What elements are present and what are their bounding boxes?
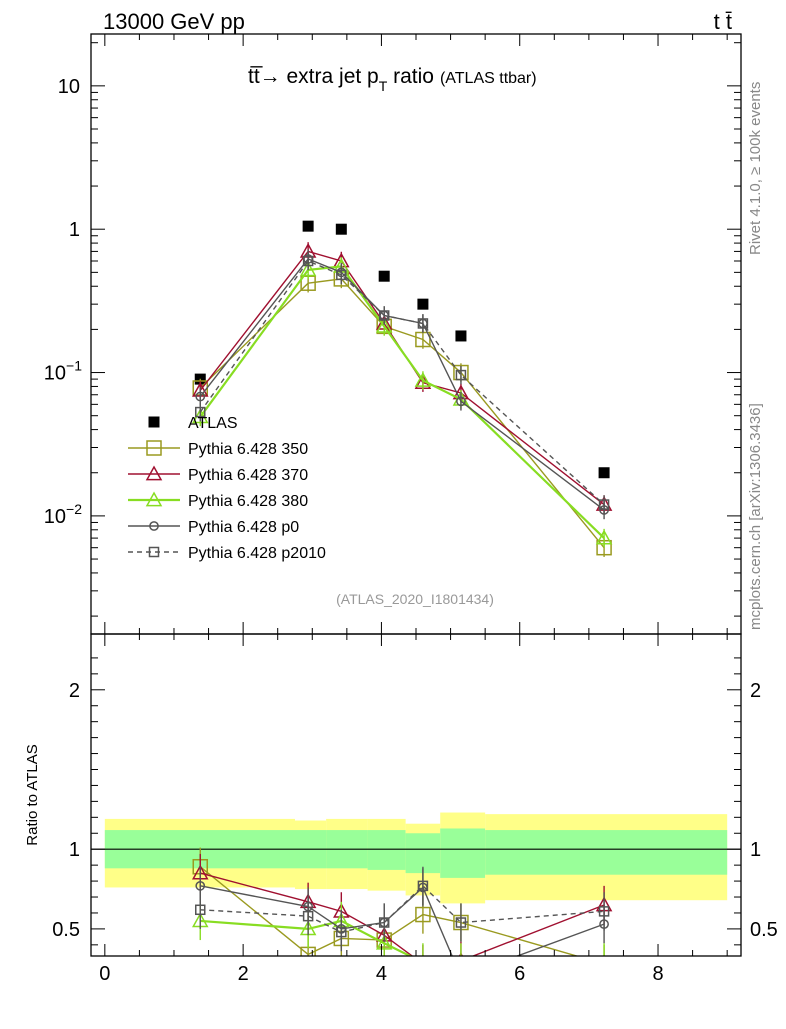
x-tick-label: 2 bbox=[238, 963, 249, 985]
ratio-point-p2010 bbox=[195, 904, 206, 916]
point-p2010 bbox=[417, 318, 429, 329]
ratio-y-tick-label: 1 bbox=[69, 839, 80, 861]
point-atlas bbox=[302, 220, 314, 232]
point-p2010 bbox=[336, 269, 347, 281]
legend-label-p2010: Pythia 6.428 p2010 bbox=[188, 545, 326, 562]
legend-marker-atlas bbox=[148, 416, 160, 428]
ratio-band-inner bbox=[367, 830, 406, 870]
ratio-point-p2010 bbox=[417, 880, 429, 892]
header-right: t t̄ bbox=[714, 9, 732, 34]
side-label-rivet: Rivet 4.1.0, ≥ 100k events bbox=[747, 82, 764, 255]
legend-marker-p350 bbox=[146, 440, 162, 456]
svg-text:tt̅→ extra jet pT ratio(ATLAS: tt̅→ extra jet pT ratio (ATLAS ttbar) bbox=[248, 65, 537, 94]
title-after: ratio bbox=[387, 65, 434, 88]
ratio-point-p380 bbox=[459, 953, 463, 956]
legend-label-p380: Pythia 6.428 380 bbox=[188, 493, 308, 510]
legend-marker-p2010 bbox=[148, 546, 160, 558]
ratio-y-tick-label-right: 0.5 bbox=[750, 919, 778, 941]
ratio-point-p380 bbox=[421, 953, 425, 956]
header-left: 13000 GeV pp bbox=[103, 9, 245, 34]
ratio-point-p0 bbox=[195, 880, 206, 891]
legend-marker-p380 bbox=[145, 491, 163, 507]
title-main: tt̅→ extra jet p bbox=[248, 65, 379, 88]
legend-label-p0: Pythia 6.428 p0 bbox=[188, 519, 299, 536]
y-tick-label: 10 bbox=[58, 76, 80, 98]
ratio-y-tick-label: 0.5 bbox=[52, 919, 80, 941]
point-p380 bbox=[595, 529, 613, 545]
ratio-y-tick-label-right: 1 bbox=[750, 839, 761, 861]
plot-title: tt̅→ extra jet pT ratio (ATLAS ttbar) bbox=[248, 65, 537, 94]
legend-label-atlas: ATLAS bbox=[188, 415, 238, 432]
point-p0 bbox=[456, 396, 466, 407]
side-label-mcplots: mcplots.cern.ch [arXiv:1306.3436] bbox=[747, 403, 764, 630]
analysis-tag: (ATLAS_2020_I1801434) bbox=[336, 591, 494, 607]
ratio-band-inner bbox=[440, 828, 486, 878]
point-p2010 bbox=[378, 310, 390, 321]
ratio-point-p350 bbox=[597, 957, 611, 971]
legend-marker-p0 bbox=[149, 521, 159, 531]
point-p380 bbox=[299, 261, 317, 277]
ratio-point-p2010 bbox=[378, 917, 390, 928]
point-p2010 bbox=[195, 406, 206, 418]
legend-marker-p370 bbox=[145, 465, 163, 481]
point-atlas bbox=[378, 270, 390, 282]
ratio-point-p380 bbox=[602, 953, 606, 956]
ratio-point-p2010 bbox=[598, 906, 610, 917]
y-tick-label: 10−2 bbox=[44, 501, 82, 528]
ratio-point-p380 bbox=[375, 934, 393, 950]
ratio-point-p2010 bbox=[336, 926, 347, 938]
ratio-y-tick-label: 2 bbox=[69, 680, 80, 702]
point-atlas bbox=[417, 298, 429, 310]
point-p380 bbox=[375, 317, 393, 333]
x-tick-label: 4 bbox=[376, 963, 387, 985]
ratio-point-p2010 bbox=[302, 910, 314, 922]
x-tick-label: 0 bbox=[99, 963, 110, 985]
ratio-point-p370 bbox=[422, 955, 424, 956]
ratio-point-p0 bbox=[457, 973, 465, 981]
legend-label-p350: Pythia 6.428 350 bbox=[188, 441, 308, 458]
ratio-band-inner bbox=[405, 833, 441, 874]
point-p2010 bbox=[455, 369, 467, 381]
point-atlas bbox=[598, 467, 610, 479]
point-atlas bbox=[335, 223, 347, 235]
ratio-y-axis-label: Ratio to ATLAS bbox=[24, 744, 41, 845]
ratio-y-tick-label-right: 2 bbox=[750, 680, 761, 702]
ratio-point-p2010 bbox=[455, 917, 467, 928]
x-tick-label: 8 bbox=[652, 963, 663, 985]
main-series-group bbox=[191, 220, 613, 557]
legend-label-p370: Pythia 6.428 370 bbox=[188, 467, 308, 484]
ratio-series-group bbox=[191, 847, 613, 981]
y-tick-label: 1 bbox=[69, 219, 80, 241]
x-tick-label: 6 bbox=[514, 963, 525, 985]
y-tick-label: 10−1 bbox=[44, 358, 82, 385]
title-subscript: T bbox=[379, 78, 388, 94]
point-atlas bbox=[455, 330, 467, 342]
ratio-band-inner bbox=[485, 830, 728, 875]
ratio-point-p350 bbox=[415, 906, 431, 923]
legend: ATLAS Pythia 6.428 350 Pythia 6.428 370 Pyt… bbox=[128, 415, 326, 562]
point-p380 bbox=[414, 371, 432, 387]
title-small: (ATLAS ttbar) bbox=[440, 70, 537, 87]
point-p2010 bbox=[302, 255, 314, 267]
point-p2010 bbox=[598, 499, 610, 510]
point-p0 bbox=[195, 391, 206, 402]
